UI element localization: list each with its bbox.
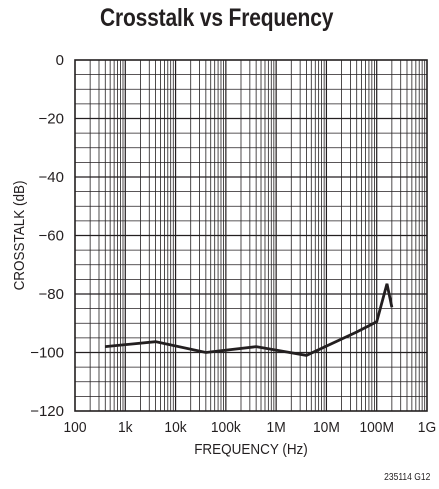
y-tick-label: −120	[30, 403, 64, 420]
x-axis-ticks: 100 1k 10k 100k 1M 10M 100M 1G	[63, 420, 436, 437]
plot-frame	[74, 59, 428, 412]
y-axis-label: CROSSTALK (dB)	[11, 181, 28, 291]
y-tick-label: −100	[30, 345, 64, 362]
y-axis-ticks: 0 −20 −40 −60 −80 −100 −120	[30, 52, 64, 420]
x-tick-label: 1G	[418, 420, 436, 437]
x-tick-label: 1M	[267, 420, 286, 437]
y-tick-label: −60	[39, 228, 64, 245]
y-tick-label: 0	[56, 52, 64, 69]
figure-code: 235114 G12	[383, 472, 430, 483]
crosstalk-series-line	[105, 283, 394, 357]
x-tick-label: 100k	[211, 420, 242, 437]
grid	[75, 60, 427, 411]
x-tick-label: 100M	[359, 420, 394, 437]
series-layer	[105, 283, 394, 357]
x-tick-label: 10k	[164, 420, 187, 437]
x-tick-label: 10M	[313, 420, 340, 437]
x-axis-label: FREQUENCY (Hz)	[194, 441, 308, 458]
y-tick-label: −20	[39, 111, 64, 128]
x-tick-label: 1k	[118, 420, 133, 437]
x-tick-label: 100	[63, 420, 86, 437]
chart-title: Crosstalk vs Frequency	[100, 4, 334, 32]
y-tick-label: −40	[39, 169, 64, 186]
y-tick-label: −80	[39, 286, 64, 303]
